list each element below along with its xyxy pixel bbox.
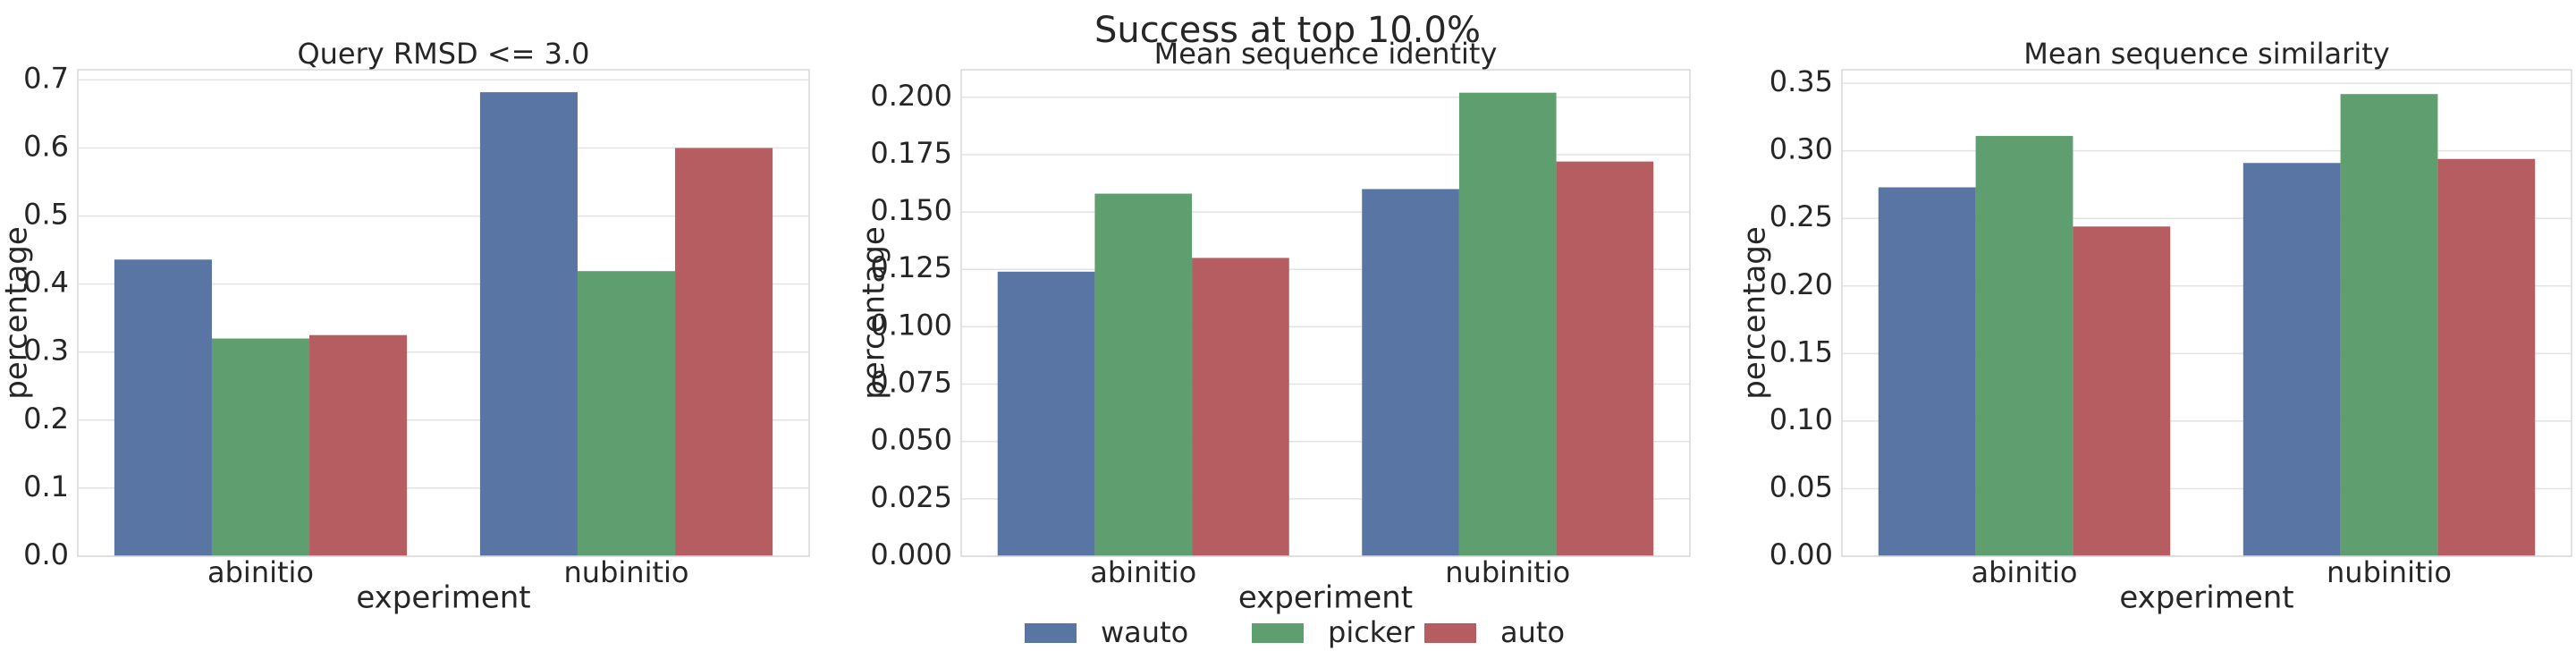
y-tick-label: 0.150 [870, 193, 952, 227]
legend-swatch [1252, 623, 1304, 643]
x-axis-label: experiment [356, 580, 530, 616]
y-tick-label: 0.100 [870, 308, 952, 342]
y-tick-label: 0.175 [870, 136, 952, 170]
y-tick-label: 0.2 [23, 402, 69, 435]
bar-auto-nubinitio [2437, 158, 2536, 556]
y-tick-label: 0.0 [23, 537, 69, 571]
bar-picker-abinitio [211, 338, 310, 556]
y-tick-label: 0.30 [1769, 132, 1833, 166]
y-axis-label: percentage [0, 226, 35, 400]
y-tick-label: 0.00 [1769, 537, 1833, 571]
y-tick-label: 0.025 [870, 480, 952, 514]
bar-auto-nubinitio [1556, 161, 1654, 556]
bar-wauto-abinitio [114, 259, 212, 556]
y-tick-label: 0.1 [23, 469, 69, 503]
chart-panels: 0.0 0.1 0.2 0.3 0.4 0.5 0.6 0.7 abinitio nubiniti… [0, 37, 2572, 616]
axes-frame [77, 69, 810, 557]
y-tick-label: 0.15 [1769, 334, 1833, 368]
legend-swatch [1025, 623, 1077, 643]
x-tick-label: abinitio [1972, 555, 2078, 589]
y-tick-label: 0.05 [1769, 469, 1833, 503]
figure-title: Success at top 10.0% [1094, 10, 1481, 51]
bar-picker-nubinitio [2340, 94, 2438, 556]
legend-label: auto [1500, 615, 1565, 649]
bar-auto-nubinitio [675, 148, 773, 556]
y-tick-label: 0.075 [870, 366, 952, 400]
x-tick-label: nubinitio [1445, 555, 1570, 589]
bar-wauto-abinitio [997, 271, 1095, 556]
legend-label: wauto [1101, 615, 1188, 649]
bar-wauto-nubinitio [479, 92, 578, 557]
y-tick-label: 0.5 [23, 198, 69, 232]
x-axis-label: experiment [1238, 580, 1413, 616]
y-tick-label: 0.7 [23, 61, 69, 95]
y-tick-label: 0.10 [1769, 402, 1833, 436]
bar-auto-abinitio [1192, 258, 1289, 556]
y-axis-label: percentage [1737, 226, 1773, 400]
y-tick-label: 0.35 [1769, 64, 1833, 98]
y-axis-label: percentage [857, 226, 892, 400]
axes-frame [960, 69, 1691, 557]
y-tick-label: 0.4 [23, 266, 69, 300]
y-tick-label: 0.6 [23, 129, 69, 163]
bar-auto-abinitio [2073, 226, 2171, 557]
chart-title: Mean sequence identity [1154, 37, 1498, 71]
legend: wauto picker auto [1025, 615, 1565, 649]
x-tick-label: nubinitio [564, 555, 689, 589]
y-tick-label: 0.000 [870, 537, 952, 571]
chart-panel-1: 0.0 0.1 0.2 0.3 0.4 0.5 0.6 0.7 abinitio nubiniti… [0, 37, 810, 616]
bar-wauto-nubinitio [1362, 189, 1459, 556]
y-tick-label: 0.25 [1769, 199, 1833, 233]
x-axis-label: experiment [2119, 580, 2293, 616]
y-tick-label: 0.3 [23, 334, 69, 368]
legend-item-wauto: wauto [1025, 615, 1188, 649]
x-tick-label: abinitio [1090, 555, 1196, 589]
bar-picker-nubinitio [577, 271, 676, 556]
y-tick-label: 0.20 [1769, 267, 1833, 301]
bar-wauto-nubinitio [2242, 163, 2341, 556]
x-tick-label: abinitio [207, 555, 314, 589]
y-tick-label: 0.200 [870, 79, 952, 113]
chart-title: Query RMSD <= 3.0 [297, 37, 589, 71]
legend-label: picker [1328, 615, 1415, 649]
chart-panel-3: 0.00 0.05 0.10 0.15 0.20 0.25 0.30 0.35 abinitio… [1737, 37, 2572, 616]
chart-title: Mean sequence similarity [2023, 37, 2389, 71]
bar-picker-abinitio [1975, 136, 2073, 557]
chart-panel-2: 0.000 0.025 0.050 0.075 0.100 0.125 0.150 0.175… [857, 37, 1691, 616]
x-tick-label: nubinitio [2327, 555, 2452, 589]
legend-item-picker: picker [1252, 615, 1415, 649]
y-tick-label: 0.125 [870, 250, 952, 284]
bar-picker-abinitio [1094, 193, 1193, 556]
axes-frame [1841, 69, 2572, 557]
bar-picker-nubinitio [1458, 92, 1557, 556]
legend-swatch [1424, 623, 1476, 643]
legend-item-auto: auto [1424, 615, 1565, 649]
bar-wauto-abinitio [1878, 187, 1976, 556]
y-tick-label: 0.050 [870, 423, 952, 457]
bar-auto-abinitio [309, 334, 408, 556]
